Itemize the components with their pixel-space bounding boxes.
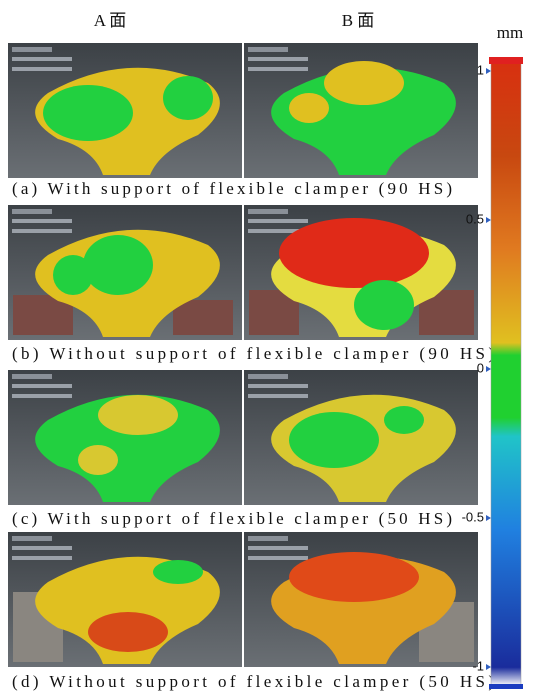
colorbar-unit: mm	[497, 23, 523, 42]
scan-image	[244, 370, 478, 505]
colorbar-tick-label: 0.5	[466, 211, 484, 226]
scan-image	[244, 205, 478, 340]
caption: (b) Without support of flexible clamper …	[12, 344, 494, 363]
colorbar-bottom	[489, 684, 523, 689]
colorbar-tick-label: -0.5	[462, 509, 484, 524]
caption: (c) With support of flexible clamper (50…	[12, 509, 452, 528]
colorbar-tick	[486, 68, 491, 74]
colorbar-tick	[486, 217, 491, 223]
column-header: A 面	[94, 11, 127, 30]
colorbar-tick-label: 1	[477, 62, 484, 77]
scan-image	[8, 43, 242, 178]
scan-image	[244, 532, 478, 667]
caption: (d) Without support of flexible clamper …	[12, 672, 494, 691]
colorbar-tick	[486, 664, 491, 670]
scan-image	[8, 370, 242, 505]
caption: (a) With support of flexible clamper (90…	[12, 179, 452, 198]
colorbar-tick	[486, 366, 491, 372]
colorbar	[491, 62, 521, 686]
scan-image	[8, 205, 242, 340]
scan-image	[8, 532, 242, 667]
colorbar-tick	[486, 515, 491, 521]
column-header: B 面	[342, 11, 375, 30]
colorbar-tick-label: 0	[477, 360, 484, 375]
scan-image	[244, 43, 478, 178]
figure: A 面 B 面 mm (a) With support of flexible …	[0, 0, 538, 694]
colorbar-tick-label: -1	[472, 658, 484, 673]
colorbar-top	[489, 57, 523, 64]
